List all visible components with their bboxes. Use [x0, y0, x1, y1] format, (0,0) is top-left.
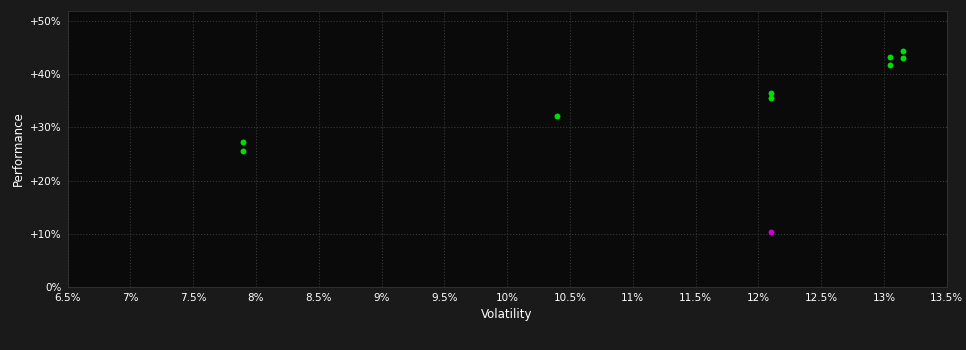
Point [236, 149, 251, 154]
Y-axis label: Performance: Performance [12, 111, 25, 186]
X-axis label: Volatility: Volatility [481, 308, 533, 321]
Point [550, 113, 565, 119]
Point [763, 229, 779, 234]
Point [763, 96, 779, 101]
Point [895, 56, 910, 61]
Point [883, 55, 898, 60]
Point [883, 62, 898, 68]
Point [895, 48, 910, 54]
Point [763, 90, 779, 96]
Point [236, 139, 251, 145]
